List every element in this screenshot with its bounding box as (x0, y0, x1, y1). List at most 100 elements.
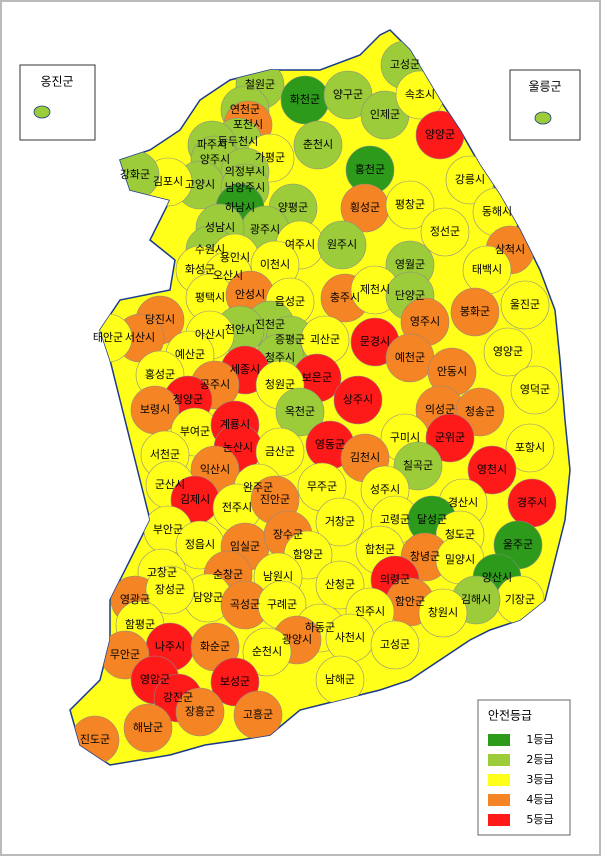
region-label: 계룡시 (220, 418, 250, 431)
legend-swatch (488, 754, 510, 766)
region-label: 동두천시 (218, 134, 258, 148)
region-label: 청주시 (265, 351, 295, 364)
legend: 안전등급 1등급 2등급 3등급 4등급 5등급 (488, 709, 554, 826)
region-fill (505, 423, 555, 473)
inset-label: 옹진군 (40, 75, 73, 89)
region-label: 함안군 (395, 595, 425, 608)
region-label: 함평군 (125, 618, 155, 631)
region-label: 광양시 (282, 633, 312, 646)
region-label: 고흥군 (243, 707, 273, 721)
region-label: 진안군 (260, 493, 290, 506)
region-label: 남원시 (263, 570, 293, 583)
region-label: 횡성군 (350, 201, 380, 214)
region-label: 순천시 (252, 644, 282, 658)
region-fill (317, 220, 367, 270)
region-label: 하동군 (305, 620, 335, 634)
region-label: 제천시 (360, 282, 390, 296)
region-label: 여주시 (285, 238, 315, 251)
legend-label: 1등급 (526, 733, 553, 746)
region-label: 청송군 (465, 405, 495, 418)
region-label: 화성군 (185, 263, 215, 276)
region-label: 파주시 (197, 138, 227, 151)
region-label: 울주군 (503, 538, 533, 551)
region-fill (450, 287, 500, 337)
region-label: 경주시 (517, 496, 547, 509)
region-label: 홍성군 (145, 367, 175, 381)
legend-box (477, 699, 571, 836)
region-label: 창원시 (428, 606, 458, 619)
region-label: 장수군 (273, 528, 303, 541)
region-label: 세종시 (230, 363, 260, 376)
region-label: 서산시 (125, 331, 155, 344)
region-label: 인제군 (370, 108, 400, 121)
region-label: 공주시 (200, 378, 230, 391)
region-label: 성주시 (370, 483, 400, 496)
region-label: 장흥군 (185, 704, 215, 718)
region-fill (420, 207, 470, 257)
region-fill (333, 375, 383, 425)
legend-label: 2등급 (526, 753, 553, 766)
region-fill (510, 365, 560, 415)
region-label: 성남시 (205, 221, 235, 234)
region-label: 거창군 (325, 515, 355, 528)
region-label: 부여군 (180, 425, 210, 438)
island (33, 105, 51, 119)
region-label: 화천군 (290, 92, 320, 106)
region-label: 영광군 (120, 593, 150, 606)
region-label: 음성군 (275, 295, 305, 308)
region-label: 영덕군 (520, 383, 550, 396)
region-label: 금산군 (265, 445, 295, 458)
region-label: 수원시 (195, 243, 225, 256)
region-label: 양산시 (482, 571, 512, 584)
region-label: 봉화군 (460, 305, 490, 318)
region-label: 군산시 (155, 478, 185, 491)
region-label: 완주군 (243, 481, 273, 494)
region-label: 전주시 (222, 501, 252, 514)
region-label: 진천군 (255, 317, 285, 331)
region-label: 강화군 (120, 168, 150, 181)
region-label: 칠곡군 (403, 459, 433, 472)
region-label: 예산군 (175, 348, 205, 361)
region-label: 구례군 (267, 598, 297, 611)
region-label: 동해시 (482, 204, 512, 218)
region-label: 고령군 (380, 513, 410, 526)
region-label: 고창군 (147, 566, 177, 579)
region-label: 달성군 (417, 513, 447, 526)
region-label: 삼척시 (495, 243, 525, 256)
region-label: 논산시 (223, 441, 253, 454)
region-fill (293, 120, 343, 170)
region-label: 평택시 (195, 291, 225, 304)
region-label: 단양군 (395, 289, 425, 302)
region-label: 양평군 (278, 201, 308, 214)
region-label: 태안군 (93, 331, 123, 344)
region-label: 당진시 (145, 313, 175, 326)
region-fill (242, 627, 292, 677)
legend-swatch (488, 794, 510, 806)
region-label: 속초시 (405, 88, 435, 101)
region-label: 의령군 (380, 573, 410, 586)
region-label: 보성군 (220, 675, 250, 688)
region-label: 예천군 (395, 350, 425, 364)
region-label: 청원군 (265, 378, 295, 391)
region-label: 함양군 (293, 548, 323, 561)
region-fill (418, 588, 468, 638)
region-fill (175, 687, 225, 737)
region-label: 정선군 (430, 225, 460, 238)
region-label: 순창군 (213, 568, 243, 581)
region-fill (275, 387, 325, 437)
legend-label: 3등급 (526, 773, 553, 786)
region-label: 고성군 (380, 638, 410, 651)
region-label: 양양군 (425, 128, 455, 141)
region-fill (425, 413, 475, 463)
region-label: 부안군 (153, 523, 183, 536)
legend-title: 안전등급 (488, 709, 532, 723)
region-fill (500, 280, 550, 330)
region-label: 김천시 (350, 450, 380, 464)
legend-label: 5등급 (526, 813, 553, 826)
region-label: 괴산군 (310, 333, 340, 346)
region-label: 영동군 (315, 438, 345, 451)
region-label: 정읍시 (185, 538, 215, 551)
island (534, 111, 552, 125)
